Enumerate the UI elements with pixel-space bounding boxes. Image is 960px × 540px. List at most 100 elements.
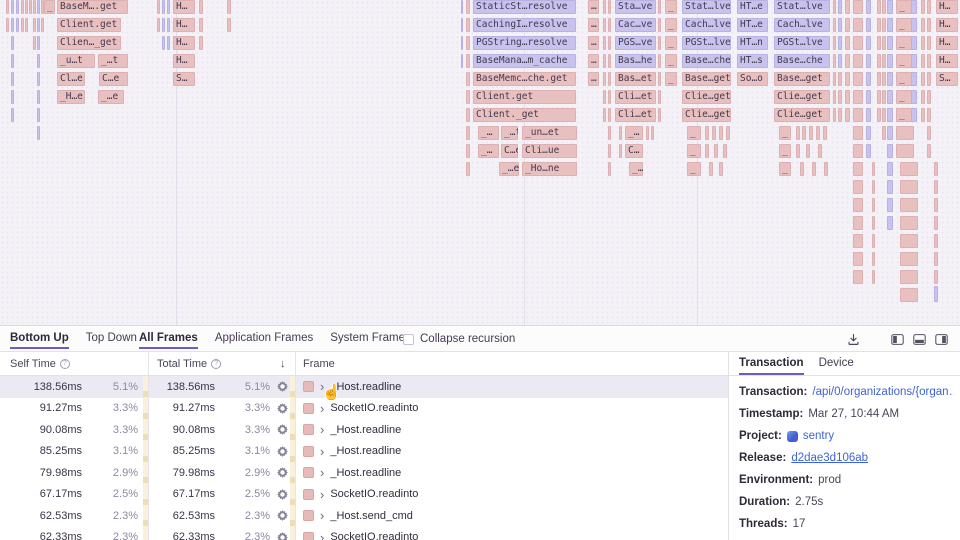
flame-frame[interactable] — [823, 126, 827, 140]
flame-frame[interactable] — [461, 54, 463, 68]
flame-frame[interactable]: Clie…get — [682, 108, 731, 122]
flame-frame[interactable]: _ — [896, 0, 914, 14]
flame-frame[interactable] — [853, 234, 863, 248]
flame-frame[interactable]: Cac…ve — [615, 18, 656, 32]
flame-frame[interactable] — [167, 0, 170, 14]
flame-frame[interactable] — [882, 54, 886, 68]
flame-frame[interactable] — [608, 0, 611, 14]
flame-frame[interactable]: HT…e — [737, 18, 768, 32]
flame-frame[interactable]: _ — [896, 54, 914, 68]
flame-frame[interactable] — [608, 36, 611, 50]
chevron-right-icon[interactable]: › — [320, 486, 325, 502]
flame-frame[interactable] — [608, 108, 611, 122]
flame-frame[interactable] — [896, 144, 914, 158]
flame-frame[interactable]: _ — [779, 144, 791, 158]
flame-frame[interactable] — [887, 72, 893, 86]
flame-frame[interactable] — [887, 36, 893, 50]
flame-frame[interactable] — [866, 126, 871, 140]
flame-frame[interactable] — [833, 108, 836, 122]
flame-frame[interactable]: _ — [779, 162, 791, 176]
flame-frame[interactable] — [927, 0, 931, 14]
flame-frame[interactable] — [845, 72, 850, 86]
flame-frame[interactable] — [934, 198, 938, 212]
flame-frame[interactable] — [806, 144, 810, 158]
flame-frame[interactable]: … — [588, 54, 599, 68]
flame-frame[interactable] — [466, 162, 470, 176]
flame-frame[interactable] — [853, 180, 863, 194]
flame-frame[interactable] — [824, 162, 828, 176]
flame-frame[interactable] — [853, 144, 863, 158]
flame-frame[interactable] — [167, 36, 170, 50]
flame-frame[interactable]: _ — [665, 36, 677, 50]
flame-frame[interactable] — [887, 198, 893, 212]
flame-frame[interactable] — [658, 90, 661, 104]
flame-frame[interactable]: Cl…e — [57, 72, 85, 86]
flame-frame[interactable] — [838, 36, 842, 50]
flame-frame[interactable] — [796, 144, 800, 158]
flame-frame[interactable] — [11, 72, 14, 86]
flame-frame[interactable]: _…t — [98, 54, 128, 68]
flame-frame[interactable]: HT…e — [737, 0, 768, 14]
flame-frame[interactable] — [658, 108, 661, 122]
flame-frame[interactable]: _… — [625, 126, 643, 140]
flame-frame[interactable] — [877, 108, 881, 122]
flame-graph[interactable]: _ BaseM….get Client.get Clien…_get _u…t _…t Cl… — [0, 0, 960, 326]
flame-frame[interactable] — [37, 108, 40, 122]
flame-frame[interactable]: _ — [896, 18, 914, 32]
table-row[interactable]: 91.27ms 3.3% 91.27ms 3.3% › SocketIO.readinto — [0, 398, 728, 420]
flame-frame[interactable] — [900, 162, 918, 176]
flame-frame[interactable] — [934, 270, 938, 284]
detail-value[interactable]: sentry — [802, 430, 835, 442]
frame-settings-button[interactable] — [277, 402, 288, 414]
table-row[interactable]: 79.98ms 2.9% 79.98ms 2.9% › _Host.readline — [0, 462, 728, 484]
flame-frame[interactable]: _H…e — [57, 90, 85, 104]
flame-frame[interactable] — [900, 252, 918, 266]
flame-frame[interactable] — [33, 0, 36, 14]
flame-frame[interactable] — [872, 162, 875, 176]
flame-frame[interactable]: Base…che — [682, 54, 731, 68]
collapse-recursion-toggle[interactable]: Collapse recursion — [403, 326, 515, 352]
flame-frame[interactable] — [900, 216, 918, 230]
flame-frame[interactable] — [845, 0, 850, 14]
flame-frame[interactable] — [719, 126, 723, 140]
flame-frame[interactable] — [853, 18, 863, 32]
toggle-left-panel-button[interactable] — [891, 333, 904, 346]
flame-frame[interactable] — [651, 126, 654, 140]
flame-frame[interactable] — [887, 90, 893, 104]
flame-frame[interactable] — [37, 54, 40, 68]
frame-settings-button[interactable] — [277, 488, 288, 500]
flame-frame[interactable] — [833, 36, 836, 50]
flame-frame[interactable] — [37, 72, 40, 86]
flame-frame[interactable] — [866, 18, 871, 32]
flame-frame[interactable] — [800, 162, 804, 176]
flame-frame[interactable]: … — [588, 72, 599, 86]
flame-frame[interactable] — [11, 90, 14, 104]
flame-frame[interactable] — [896, 126, 914, 140]
flame-frame[interactable]: Stat…lve — [682, 0, 731, 14]
flame-frame[interactable] — [37, 18, 40, 32]
flame-frame[interactable] — [162, 36, 165, 50]
flame-frame[interactable] — [927, 54, 931, 68]
flame-frame[interactable] — [887, 126, 893, 140]
flame-frame[interactable]: _u…t — [57, 54, 95, 68]
flame-frame[interactable] — [603, 54, 606, 68]
flame-frame[interactable] — [603, 72, 606, 86]
flame-frame[interactable]: _ — [665, 72, 677, 86]
flame-frame[interactable] — [911, 0, 917, 14]
flame-frame[interactable] — [927, 144, 931, 158]
flame-frame[interactable] — [877, 90, 881, 104]
flame-frame[interactable]: C…e — [99, 72, 128, 86]
flame-frame[interactable] — [921, 72, 925, 86]
flame-frame[interactable]: H… — [936, 54, 958, 68]
flame-frame[interactable] — [866, 144, 871, 158]
flame-frame[interactable] — [33, 36, 36, 50]
chevron-right-icon[interactable]: › — [320, 465, 325, 481]
flame-frame[interactable] — [934, 234, 938, 248]
flame-frame[interactable] — [619, 126, 622, 140]
flame-frame[interactable] — [887, 216, 893, 230]
flame-frame[interactable] — [162, 0, 165, 14]
flame-frame[interactable] — [921, 108, 925, 122]
frame-settings-button[interactable] — [277, 510, 288, 522]
flame-frame[interactable]: H… — [936, 36, 958, 50]
flame-frame[interactable]: CachingI…resolve — [473, 18, 576, 32]
